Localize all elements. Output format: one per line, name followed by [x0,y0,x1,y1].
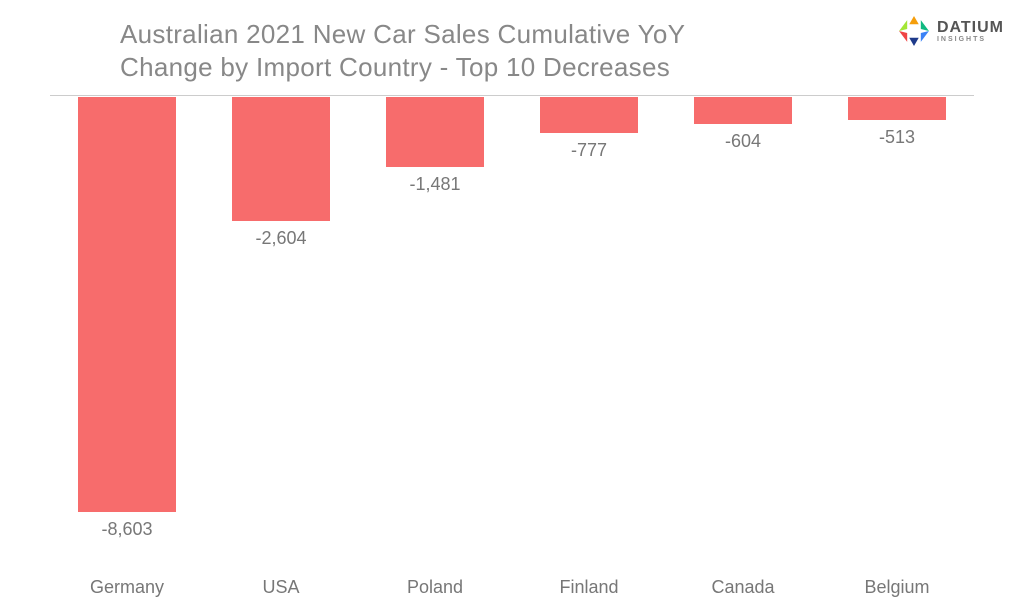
bar-value-label: -513 [879,127,915,148]
bar-value-label: -2,604 [255,228,306,249]
x-tick: USA [204,577,358,598]
bar-col: -604 [666,96,820,556]
bar-value-label: -1,481 [409,174,460,195]
bar-col: -777 [512,96,666,556]
logo-text-sub: INSIGHTS [937,36,1004,43]
bar-col: -8,603 [50,96,204,556]
bar-value-label: -777 [571,140,607,161]
logo-text-main: DATIUM [937,20,1004,36]
bar [385,96,485,168]
x-axis: GermanyUSAPolandFinlandCanadaBelgium [50,577,974,598]
chart-title: Australian 2021 New Car Sales Cumulative… [120,18,760,83]
bar [847,96,947,121]
bar [693,96,793,125]
datium-logo-icon [897,14,931,48]
x-tick: Belgium [820,577,974,598]
x-tick: Canada [666,577,820,598]
bar-col: -513 [820,96,974,556]
x-tick: Finland [512,577,666,598]
brand-logo: DATIUM INSIGHTS [897,14,1004,48]
bar-value-label: -8,603 [101,519,152,540]
bar [231,96,331,222]
bar [77,96,177,513]
bar-value-label: -604 [725,131,761,152]
plot-area: -8,603 -2,604 -1,481 -777 -604 -513 [50,95,974,556]
x-tick: Poland [358,577,512,598]
bar-col: -2,604 [204,96,358,556]
bar [539,96,639,134]
x-tick: Germany [50,577,204,598]
bar-col: -1,481 [358,96,512,556]
